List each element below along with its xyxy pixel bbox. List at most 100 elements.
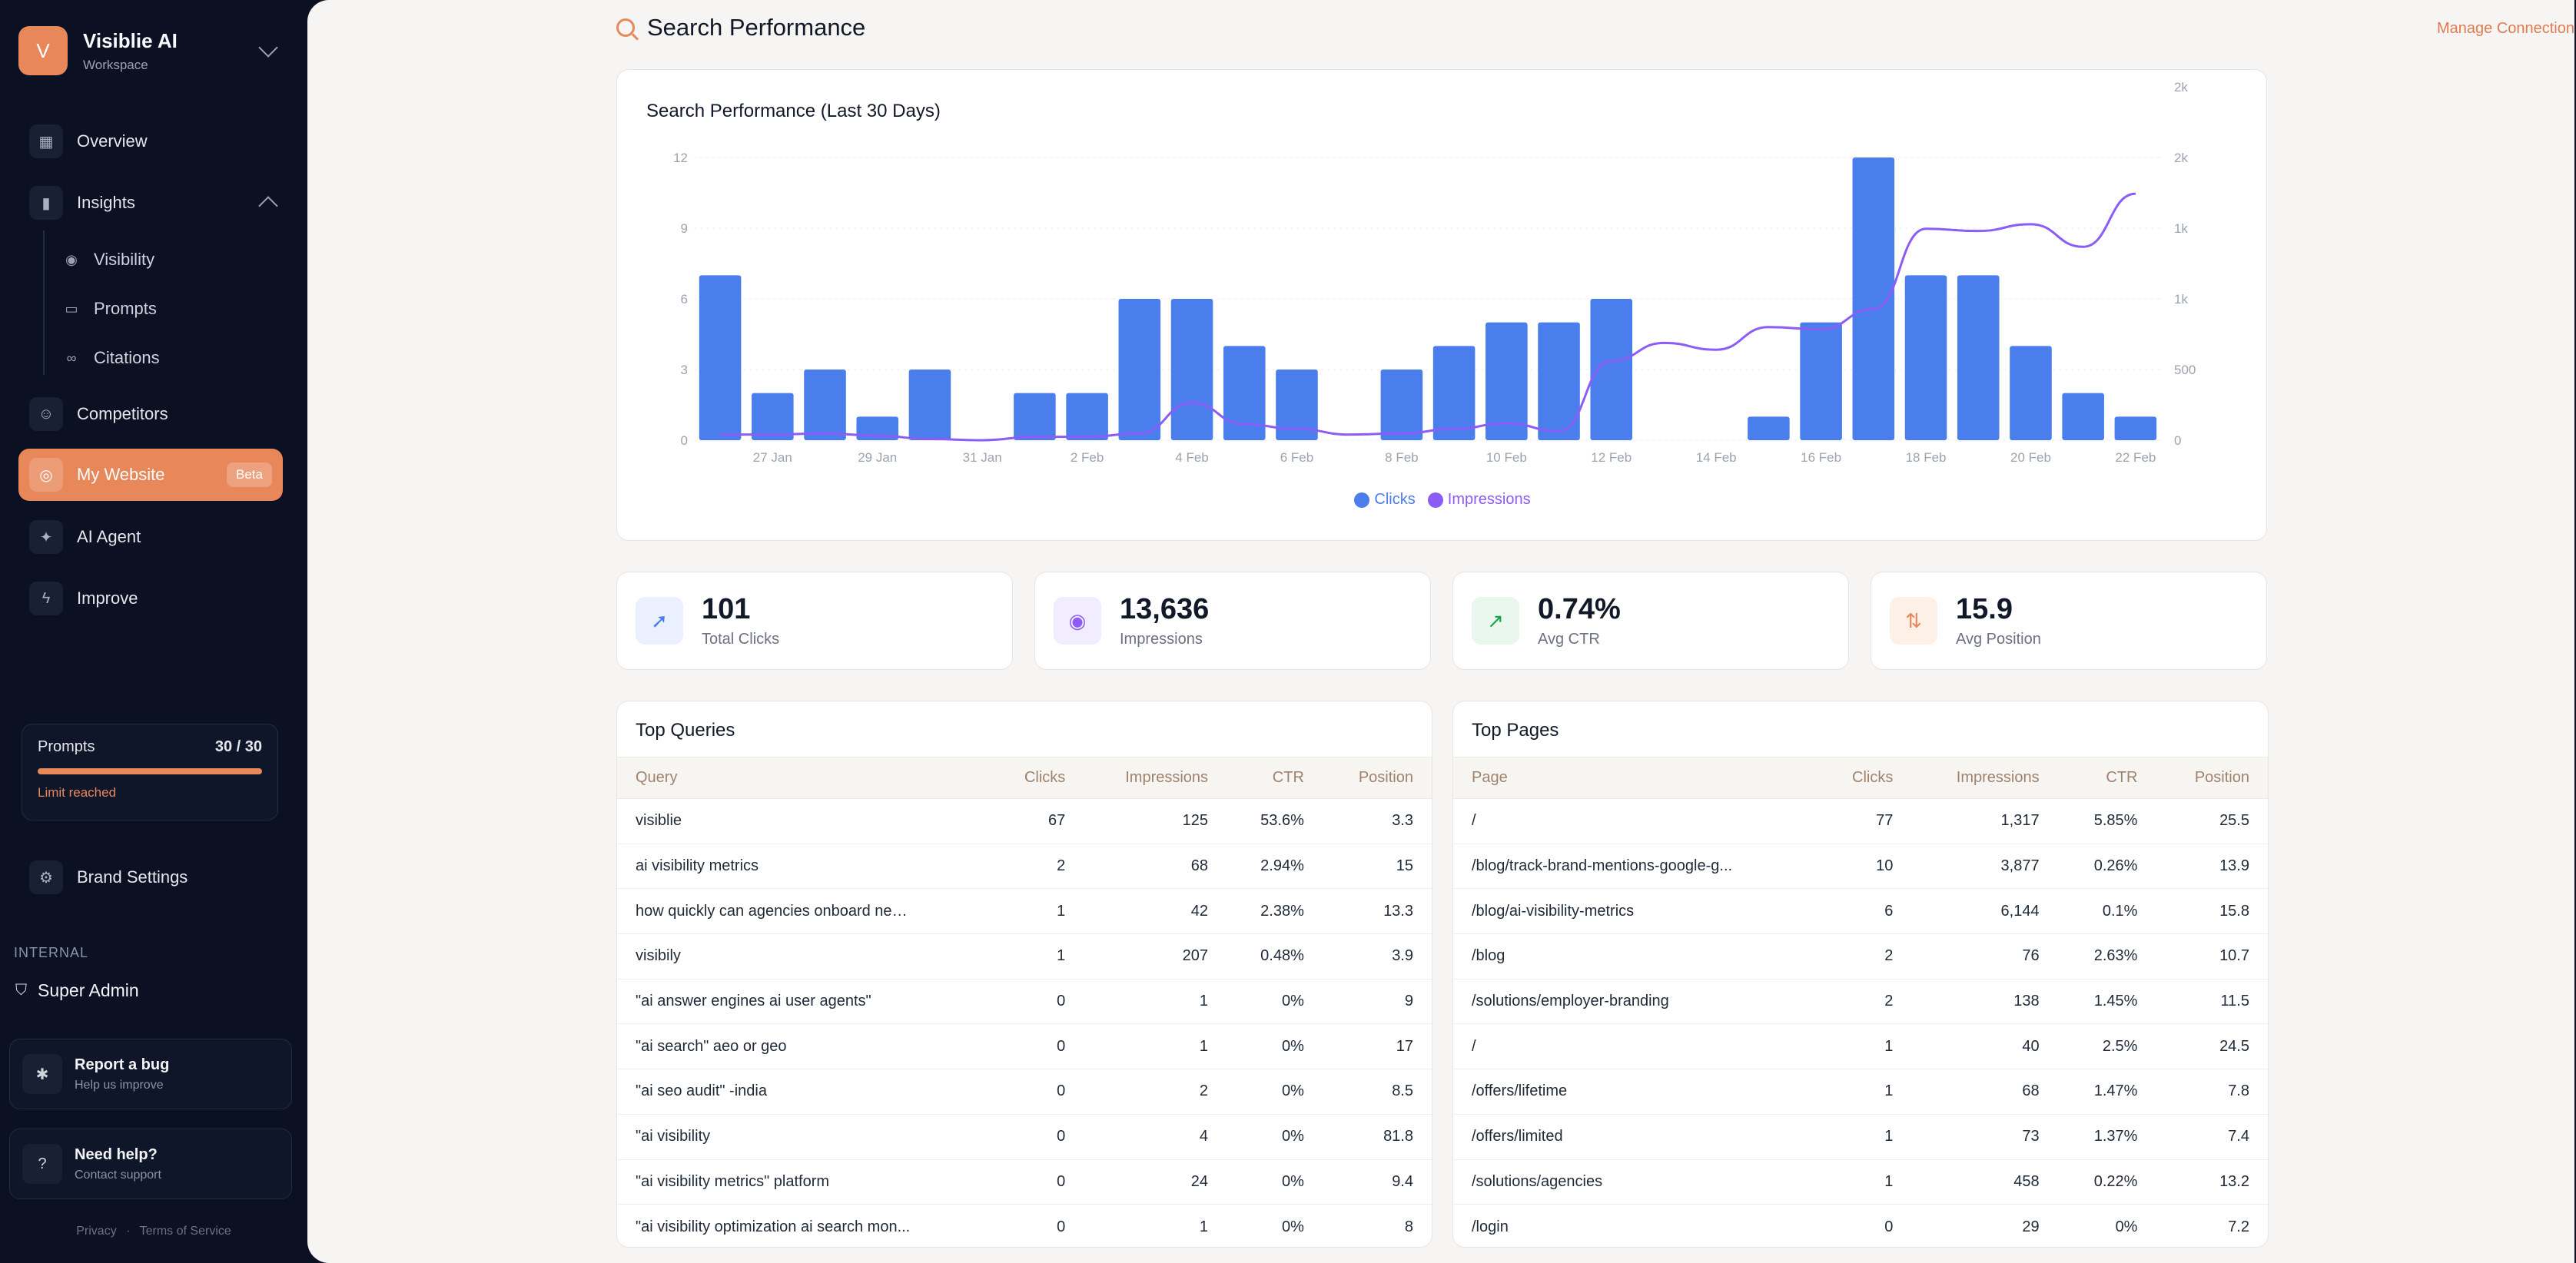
table-row[interactable]: /offers/limited 1 73 1.37% 7.4 <box>1453 1114 2268 1160</box>
table-cell: 15.8 <box>2156 888 2268 935</box>
table-cell: 2.63% <box>2057 933 2156 980</box>
table-row[interactable]: "ai search" aeo or geo 0 1 0% 17 <box>617 1023 1432 1070</box>
table-cell: 11.5 <box>2156 979 2268 1025</box>
terms-link[interactable]: Terms of Service <box>139 1225 231 1238</box>
table-cell: 2 <box>1816 933 1912 980</box>
table-row[interactable]: /blog/track-brand-mentions-google-g... 10… <box>1453 844 2268 890</box>
nav-insights-label: Insights <box>77 193 135 212</box>
search-icon <box>616 18 635 37</box>
prompts-usage-progress <box>38 768 262 774</box>
column-header[interactable]: Clicks <box>991 757 1084 799</box>
nav-competitors[interactable]: ☺ Competitors <box>18 388 283 440</box>
nav-visibility[interactable]: ◉ Visibility <box>61 241 154 278</box>
table-cell: 0 <box>991 1023 1084 1070</box>
table-cell: 10.7 <box>2156 933 2268 980</box>
table-cell: visiblie <box>617 798 991 844</box>
table-cell-text: / <box>1472 812 1476 830</box>
nav-ai-agent[interactable]: ✦ AI Agent <box>18 511 283 563</box>
table-row[interactable]: "ai answer engines ai user agents" 0 1 0% 9 <box>617 979 1432 1025</box>
x-tick-label: 16 Feb <box>1801 450 1841 465</box>
nav-prompts[interactable]: ▭ Prompts <box>61 290 156 327</box>
table-cell: 7.8 <box>2156 1069 2268 1115</box>
table-cell: / <box>1453 1023 1817 1070</box>
nav-brand-settings[interactable]: ⚙ Brand Settings <box>18 851 283 903</box>
workspace-subtitle: Workspace <box>83 57 148 72</box>
clicks-bar <box>1066 393 1108 440</box>
table-row[interactable]: ai visibility metrics 2 68 2.94% 15 <box>617 844 1432 890</box>
clicks-bar <box>1957 275 2000 440</box>
legend-clicks[interactable]: Clicks <box>1354 491 1416 509</box>
table-row[interactable]: "ai visibility metrics" platform 0 24 0% 9.4 <box>617 1159 1432 1205</box>
page-title: Search Performance <box>647 14 866 41</box>
need-help-card[interactable]: ? Need help? Contact support <box>9 1129 292 1199</box>
table-cell: 1.45% <box>2057 979 2156 1025</box>
table-row[interactable]: /login 0 29 0% 7.2 <box>1453 1204 2268 1247</box>
table-row[interactable]: / 77 1,317 5.85% 25.5 <box>1453 798 2268 844</box>
table-cell: 77 <box>1816 798 1912 844</box>
clicks-bar <box>1380 370 1423 440</box>
privacy-link[interactable]: Privacy <box>76 1225 117 1238</box>
table-row[interactable]: /solutions/employer-branding 2 138 1.45% 11.… <box>1453 979 2268 1025</box>
table-cell-text: "ai visibility optimization ai search mo… <box>636 1218 911 1235</box>
nav-citations[interactable]: ∞ Citations <box>61 340 160 376</box>
table-cell: 0% <box>1227 1204 1323 1247</box>
column-header[interactable]: Page <box>1453 757 1817 799</box>
top-pages-card: Top Pages Page Clicks Impressions CTR Po… <box>1452 701 2269 1248</box>
nav-overview[interactable]: ▦ Overview <box>18 115 283 167</box>
table-cell-text: /blog <box>1472 947 1505 965</box>
table-cell: 1,317 <box>1911 798 2058 844</box>
y-left-tick-label: 0 <box>681 433 688 448</box>
table-row[interactable]: / 1 40 2.5% 24.5 <box>1453 1023 2268 1070</box>
table-cell: 1 <box>1816 1069 1912 1115</box>
help-circle-icon: ? <box>22 1144 62 1184</box>
column-header[interactable]: Clicks <box>1816 757 1912 799</box>
column-header[interactable]: CTR <box>2057 757 2156 799</box>
y-left-tick-label: 3 <box>681 363 688 377</box>
column-header[interactable]: Position <box>2156 757 2268 799</box>
column-header[interactable]: Impressions <box>1084 757 1227 799</box>
table-cell: 17 <box>1322 1023 1432 1070</box>
table-row[interactable]: "ai visibility optimization ai search mo… <box>617 1204 1432 1247</box>
nav-improve[interactable]: ϟ Improve <box>18 572 283 625</box>
table-row[interactable]: how quickly can agencies onboard new... 1… <box>617 888 1432 935</box>
subnav-guide <box>43 230 45 375</box>
legend-clicks-label: Clicks <box>1374 491 1416 508</box>
nav-super-admin[interactable]: ⛉ Super Admin <box>15 980 139 1001</box>
column-header[interactable]: Query <box>617 757 991 799</box>
table-row[interactable]: /solutions/agencies 1 458 0.22% 13.2 <box>1453 1159 2268 1205</box>
report-bug-title: Report a bug <box>75 1056 170 1073</box>
nav-insights[interactable]: ▮ Insights <box>18 177 283 229</box>
table-cell: 2 <box>991 844 1084 890</box>
column-header[interactable]: Position <box>1322 757 1432 799</box>
report-bug-card[interactable]: ✱ Report a bug Help us improve <box>9 1039 292 1109</box>
nav-my-website[interactable]: ◎ My Website Beta <box>18 449 283 501</box>
table-cell: "ai seo audit" -india <box>617 1069 991 1115</box>
table-row[interactable]: "ai visibility 0 4 0% 81.8 <box>617 1114 1432 1160</box>
table-row[interactable]: /blog/ai-visibility-metrics 6 6,144 0.1% 15.… <box>1453 888 2268 935</box>
workspace-switcher[interactable]: V Visiblie AI Workspace <box>18 25 283 77</box>
nav-competitors-label: Competitors <box>77 404 168 423</box>
manage-connection-link[interactable]: Manage Connection <box>2436 20 2574 37</box>
column-header[interactable]: CTR <box>1227 757 1323 799</box>
table-cell: 6 <box>1816 888 1912 935</box>
table-row[interactable]: visibily 1 207 0.48% 3.9 <box>617 933 1432 980</box>
chart-legend: Clicks Impressions <box>617 491 2268 509</box>
table-row[interactable]: "ai seo audit" -india 0 2 0% 8.5 <box>617 1069 1432 1115</box>
nav-brand-settings-label: Brand Settings <box>77 867 188 887</box>
legend-impressions-label: Impressions <box>1447 491 1531 508</box>
table-cell: 2 <box>1084 1069 1227 1115</box>
stat-label: Avg Position <box>1956 631 2041 648</box>
y-right-tick-label: 1k <box>2174 221 2188 236</box>
column-header[interactable]: Impressions <box>1911 757 2058 799</box>
table-row[interactable]: /blog 2 76 2.63% 10.7 <box>1453 933 2268 980</box>
legal-links: Privacy · Terms of Service <box>0 1225 307 1238</box>
table-cell: 3.9 <box>1322 933 1432 980</box>
table-cell: 1.47% <box>2057 1069 2156 1115</box>
y-right-tick-label: 2k <box>2174 151 2188 165</box>
legend-impressions[interactable]: Impressions <box>1427 491 1531 509</box>
table-row[interactable]: visiblie 67 125 53.6% 3.3 <box>617 798 1432 844</box>
nav-overview-label: Overview <box>77 131 148 151</box>
table-cell: 1 <box>1084 979 1227 1025</box>
nav-my-website-label: My Website <box>77 465 165 484</box>
table-row[interactable]: /offers/lifetime 1 68 1.47% 7.8 <box>1453 1069 2268 1115</box>
